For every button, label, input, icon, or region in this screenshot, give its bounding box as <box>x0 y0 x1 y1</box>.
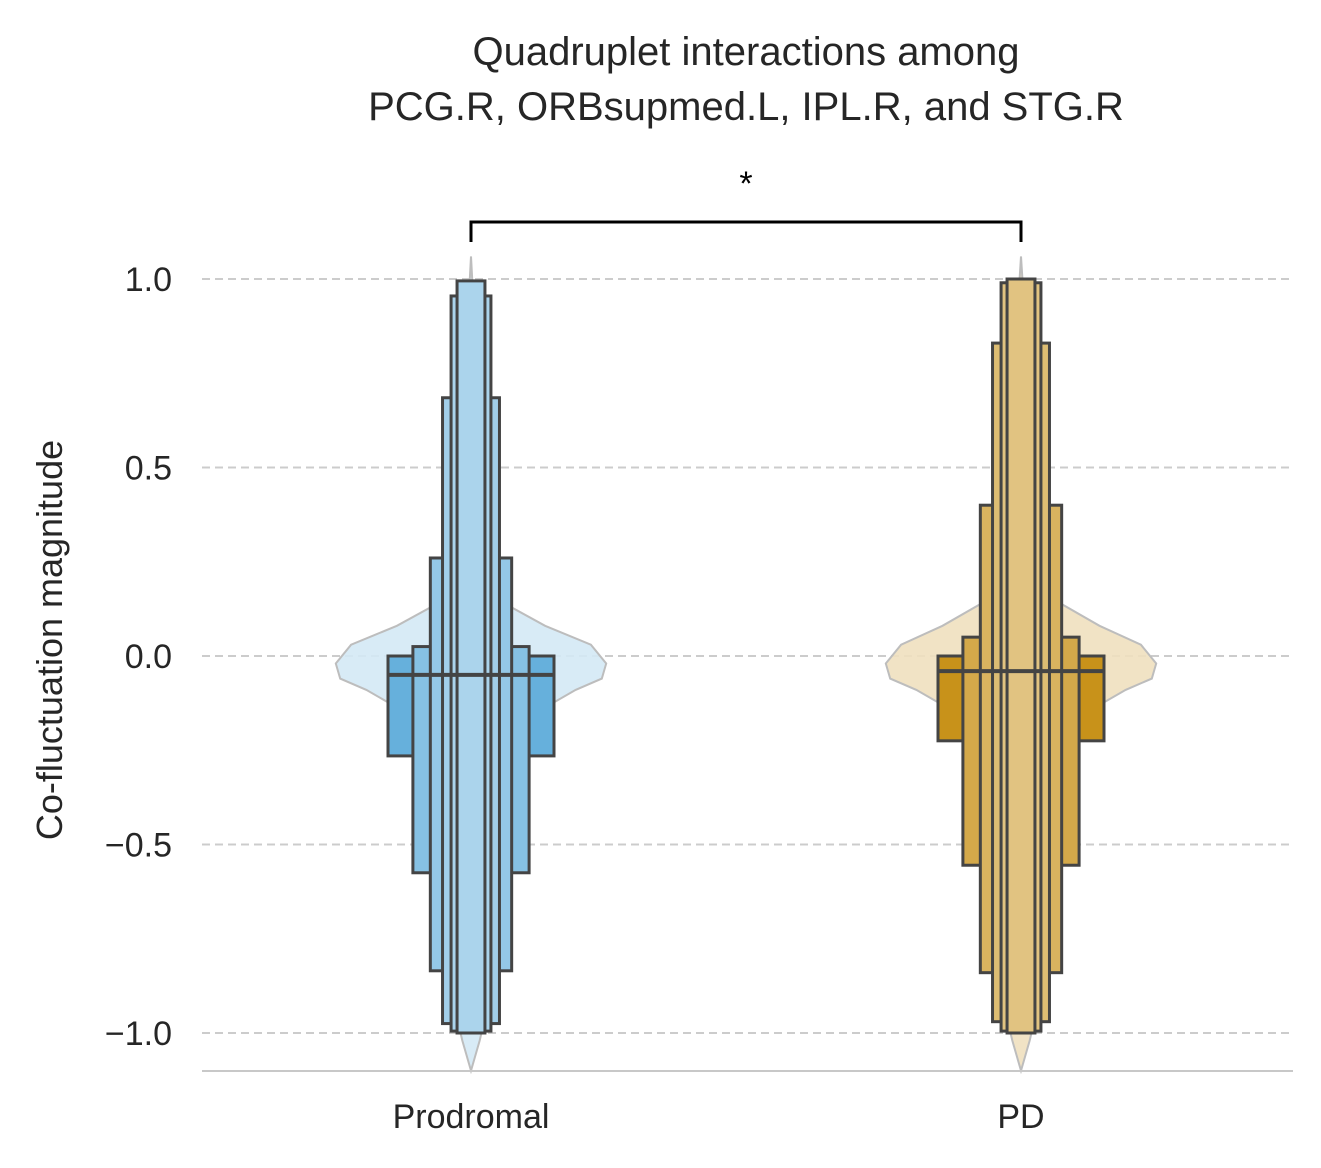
chart-title-line-2: PCG.R, ORBsupmed.L, IPL.R, and STG.R <box>368 85 1124 129</box>
x-tick-label: PD <box>997 1098 1044 1136</box>
boxen-boxes <box>386 277 1106 1035</box>
y-tick-label: 0.0 <box>125 638 172 676</box>
y-tick-label: −0.5 <box>105 827 172 865</box>
significance-bracket <box>469 220 1023 242</box>
boxen-box-pd <box>1005 277 1037 1035</box>
x-tick-labels: Prodromal PD <box>393 1098 1045 1136</box>
x-tick-label: Prodromal <box>393 1098 550 1136</box>
median-lines <box>388 669 1104 677</box>
significance-annotation: * <box>469 165 1023 242</box>
y-axis-label: Co-fluctuation magnitude <box>29 440 70 840</box>
chart-title-line-1: Quadruplet interactions among <box>473 30 1020 74</box>
significance-star: * <box>739 165 752 203</box>
y-tick-label: 1.0 <box>125 261 172 299</box>
boxen-box-prodromal <box>455 279 487 1035</box>
y-tick-labels: 1.0 0.5 0.0 −0.5 −1.0 <box>105 261 172 1053</box>
y-tick-label: −1.0 <box>105 1015 172 1053</box>
y-tick-label: 0.5 <box>125 450 172 488</box>
